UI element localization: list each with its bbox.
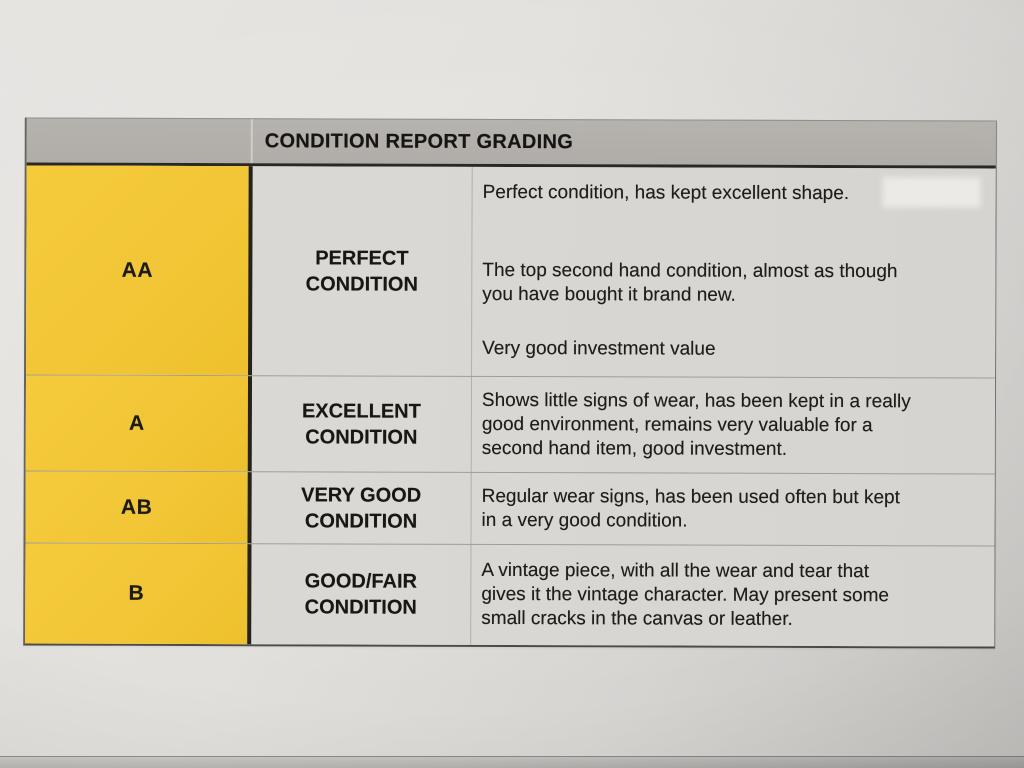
table-row-a: A EXCELLENT CONDITION Shows little signs… — [25, 374, 996, 474]
paper-bottom-edge-shadow — [0, 756, 1024, 768]
grade-cell: AB — [25, 471, 252, 544]
description-paragraph: Perfect condition, has kept excellent sh… — [482, 181, 850, 205]
description-paragraph: Regular wear signs, has been used often … — [481, 485, 900, 532]
table-title: CONDITION REPORT GRADING — [264, 129, 574, 153]
description-cell: Perfect condition, has kept excellent sh… — [472, 167, 996, 378]
condition-grading-table: CONDITION REPORT GRADING AA PERFECT COND… — [23, 117, 997, 649]
table-header-row: CONDITION REPORT GRADING — [26, 117, 996, 169]
condition-label: GOOD/FAIR CONDITION — [304, 570, 418, 619]
header-grade-column-spacer — [26, 118, 253, 164]
description-cell: Shows little signs of wear, has been kep… — [472, 377, 995, 474]
description-paragraph: Shows little signs of wear, has been kep… — [481, 389, 911, 460]
description-paragraph: The top second hand condition, almost as… — [482, 259, 898, 306]
description-cell: A vintage piece, with all the wear and t… — [471, 545, 994, 647]
condition-cell: EXCELLENT CONDITION — [251, 376, 473, 472]
condition-cell: PERFECT CONDITION — [252, 166, 473, 376]
table-row-ab: AB VERY GOOD CONDITION Regular wear sign… — [25, 470, 995, 546]
description-cell: Regular wear signs, has been used often … — [471, 473, 994, 546]
grade-label: AA — [121, 258, 154, 282]
condition-cell: VERY GOOD CONDITION — [251, 472, 472, 544]
table-row-aa: AA PERFECT CONDITION Perfect condition, … — [26, 165, 996, 378]
description-paragraph: Very good investment value — [482, 337, 716, 360]
grade-cell: AA — [26, 165, 253, 376]
grade-cell: B — [25, 543, 252, 645]
condition-label: PERFECT CONDITION — [305, 246, 418, 296]
table-row-b: B GOOD/FAIR CONDITION A vintage piece, w… — [25, 542, 995, 647]
grade-cell: A — [25, 375, 253, 472]
grade-label: AB — [120, 495, 153, 519]
description-paragraph: A vintage piece, with all the wear and t… — [481, 559, 890, 630]
grade-label: B — [128, 581, 145, 605]
condition-label: EXCELLENT CONDITION — [301, 399, 421, 449]
condition-label: VERY GOOD CONDITION — [301, 483, 422, 533]
condition-cell: GOOD/FAIR CONDITION — [251, 544, 472, 645]
grade-label: A — [128, 411, 145, 435]
